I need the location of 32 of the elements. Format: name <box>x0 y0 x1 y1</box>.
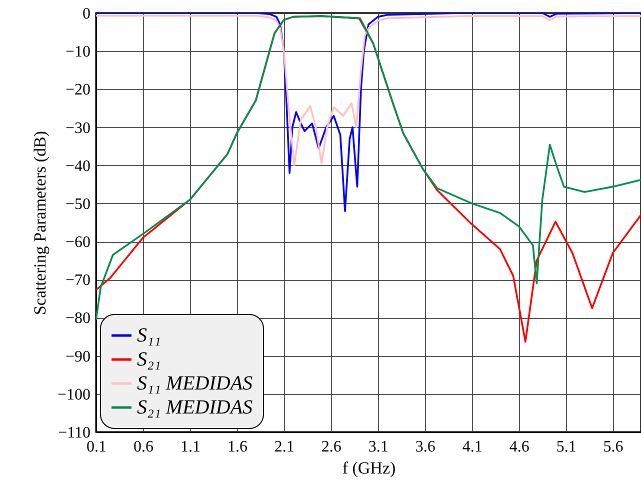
line-series <box>96 13 641 212</box>
y-tick-label: −30 <box>65 120 90 137</box>
x-tick-label: 5.6 <box>603 438 624 456</box>
y-tick-label: −90 <box>65 348 90 366</box>
y-tick-label: −50 <box>65 196 90 213</box>
legend-label: S₂₁ MEDIDAS <box>137 396 253 418</box>
x-tick-label: 0.1 <box>86 438 106 456</box>
x-tick-label: 3.6 <box>415 438 436 456</box>
x-tick-label: 1.6 <box>227 438 248 456</box>
y-tick-label: −80 <box>65 310 90 328</box>
legend-label: S₂₁ <box>137 348 161 370</box>
y-tick-label: −40 <box>65 158 90 175</box>
x-tick-label: 1.1 <box>180 438 200 456</box>
y-tick-label: −110 <box>58 424 90 442</box>
x-axis-title: f (GHz) <box>342 458 396 478</box>
x-tick-label: 3.1 <box>368 438 388 456</box>
y-tick-label: −20 <box>65 82 90 99</box>
y-axis-title: Scattering Parameters (dB) <box>30 130 50 316</box>
x-tick-label: 2.1 <box>274 438 294 456</box>
y-tick-label: −100 <box>57 386 90 404</box>
y-tick-label: −70 <box>65 272 90 290</box>
legend-label: S₁₁ <box>137 324 161 346</box>
legend-label: S₁₁ MEDIDAS <box>137 372 253 394</box>
x-tick-label: 0.6 <box>133 438 154 456</box>
line-series <box>96 14 641 166</box>
x-tick-label: 2.6 <box>321 438 342 456</box>
x-tick-label: 4.6 <box>509 438 530 456</box>
y-tick-label: −10 <box>65 44 90 61</box>
y-tick-label: −60 <box>65 234 90 252</box>
x-tick-label: 5.1 <box>556 438 576 456</box>
x-tick-label: 4.1 <box>462 438 482 456</box>
y-tick-label: 0 <box>82 6 90 22</box>
